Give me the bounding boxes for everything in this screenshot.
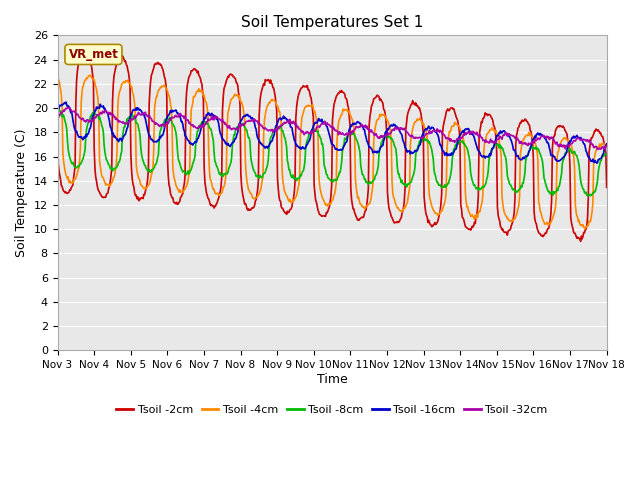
Tsoil -16cm — [177, 115, 184, 121]
Tsoil -2cm — [54, 116, 61, 121]
Tsoil -4cm — [121, 80, 129, 86]
Tsoil -32cm — [66, 105, 74, 111]
Tsoil -8cm — [65, 146, 72, 152]
Tsoil -2cm — [603, 184, 611, 190]
Tsoil -2cm — [177, 195, 184, 201]
Tsoil -32cm — [121, 121, 129, 127]
Tsoil -16cm — [593, 160, 600, 166]
Line: Tsoil -8cm: Tsoil -8cm — [58, 110, 607, 196]
Tsoil -8cm — [399, 181, 407, 187]
Tsoil -2cm — [121, 59, 129, 64]
Tsoil -16cm — [54, 108, 61, 114]
Tsoil -32cm — [399, 127, 407, 132]
Tsoil -16cm — [399, 139, 407, 144]
Tsoil -32cm — [177, 111, 184, 117]
Tsoil -4cm — [177, 190, 184, 195]
Tsoil -2cm — [63, 191, 71, 196]
Tsoil -2cm — [399, 204, 407, 210]
Tsoil -16cm — [205, 112, 213, 118]
Tsoil -8cm — [415, 138, 423, 144]
Tsoil -8cm — [603, 152, 611, 157]
Tsoil -16cm — [603, 141, 611, 147]
Tsoil -4cm — [581, 226, 589, 231]
Tsoil -16cm — [415, 143, 423, 148]
Tsoil -8cm — [584, 193, 592, 199]
Tsoil -4cm — [54, 74, 61, 80]
Tsoil -32cm — [205, 118, 213, 123]
Line: Tsoil -16cm: Tsoil -16cm — [58, 102, 607, 163]
Tsoil -2cm — [205, 199, 213, 204]
Tsoil -2cm — [577, 239, 584, 244]
Tsoil -16cm — [121, 132, 129, 138]
Line: Tsoil -2cm: Tsoil -2cm — [58, 50, 607, 241]
Tsoil -16cm — [65, 103, 72, 109]
Tsoil -8cm — [54, 108, 61, 113]
Tsoil -2cm — [81, 48, 89, 53]
Tsoil -8cm — [121, 124, 129, 130]
Tsoil -32cm — [63, 105, 71, 111]
Tsoil -4cm — [415, 115, 423, 121]
Tsoil -32cm — [603, 143, 611, 148]
Tsoil -4cm — [86, 72, 93, 78]
Tsoil -4cm — [63, 176, 71, 182]
Tsoil -32cm — [415, 134, 423, 140]
Text: VR_met: VR_met — [68, 48, 118, 61]
Title: Soil Temperatures Set 1: Soil Temperatures Set 1 — [241, 15, 423, 30]
X-axis label: Time: Time — [317, 373, 348, 386]
Tsoil -4cm — [399, 207, 407, 213]
Tsoil -32cm — [594, 146, 602, 152]
Legend: Tsoil -2cm, Tsoil -4cm, Tsoil -8cm, Tsoil -16cm, Tsoil -32cm: Tsoil -2cm, Tsoil -4cm, Tsoil -8cm, Tsoi… — [112, 400, 552, 419]
Tsoil -8cm — [205, 125, 213, 131]
Tsoil -8cm — [55, 107, 63, 113]
Line: Tsoil -32cm: Tsoil -32cm — [58, 108, 607, 149]
Tsoil -4cm — [603, 144, 611, 150]
Y-axis label: Soil Temperature (C): Soil Temperature (C) — [15, 129, 28, 257]
Line: Tsoil -4cm: Tsoil -4cm — [58, 75, 607, 228]
Tsoil -32cm — [54, 115, 61, 120]
Tsoil -4cm — [205, 169, 213, 175]
Tsoil -8cm — [177, 163, 184, 169]
Tsoil -2cm — [415, 105, 423, 111]
Tsoil -16cm — [62, 99, 70, 105]
